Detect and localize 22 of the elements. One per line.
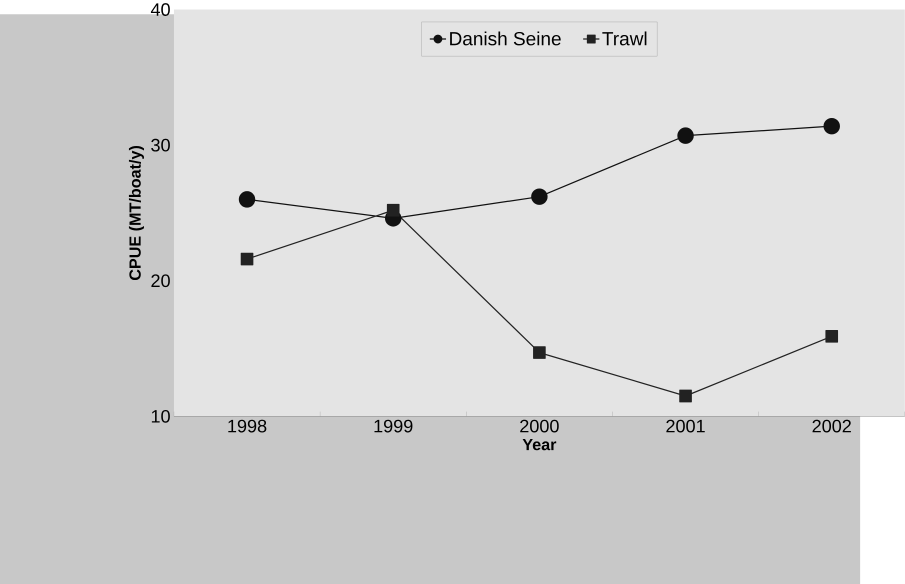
y-axis-title: CPUE (MT/boat/y) xyxy=(128,146,144,280)
point xyxy=(679,389,692,402)
legend-label: Danish Seine xyxy=(450,31,561,46)
y-tick-label: 10 xyxy=(152,410,170,422)
point xyxy=(531,188,548,205)
point xyxy=(240,252,254,266)
point xyxy=(533,346,546,359)
x-tick-label: 2002 xyxy=(812,419,851,432)
point xyxy=(386,204,400,216)
x-tick-label: 1999 xyxy=(374,419,412,432)
y-tick-label: 40 xyxy=(150,2,170,16)
x-tick-label: 2000 xyxy=(520,419,559,432)
x-tick-label: 1998 xyxy=(228,419,266,432)
point xyxy=(238,190,256,208)
point xyxy=(677,127,694,144)
point xyxy=(825,330,838,342)
x-tick-label: 2001 xyxy=(666,419,705,432)
legend-label: Trawl xyxy=(602,31,646,46)
y-tick-label: 30 xyxy=(151,138,170,152)
point xyxy=(824,118,840,134)
x-axis-title: Year xyxy=(522,438,556,450)
y-tick-label: 20 xyxy=(151,274,170,287)
